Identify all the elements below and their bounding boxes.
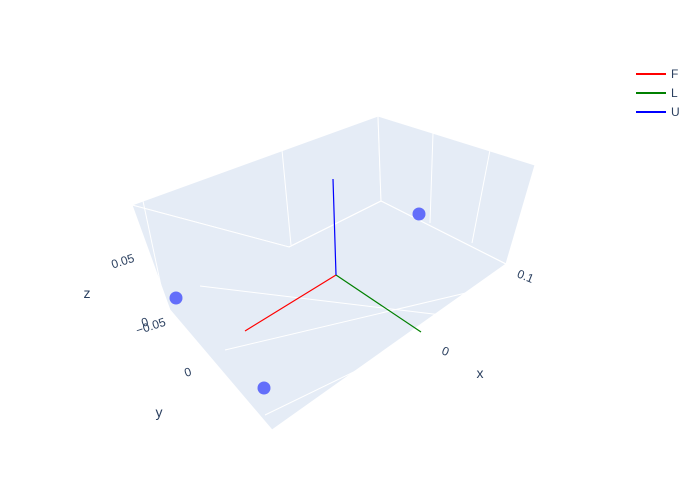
x-tick-label: 0 (440, 344, 452, 360)
y-axis-title: y (156, 404, 163, 420)
z-tick-label: 0.05 (109, 251, 136, 272)
legend-label-l: L (671, 86, 678, 100)
data-point[interactable] (169, 291, 183, 305)
legend[interactable]: F L U (636, 67, 680, 119)
vector-l-line[interactable] (335, 274, 422, 333)
legend-item-l[interactable]: L (636, 86, 678, 100)
legend-label-f: F (671, 67, 678, 81)
x-axis-title: x (477, 365, 484, 381)
data-point[interactable] (257, 381, 271, 395)
legend-item-u[interactable]: U (636, 105, 680, 119)
z-axis-title: z (84, 285, 91, 301)
vector-f-line[interactable] (244, 274, 337, 332)
legend-label-u: U (671, 105, 680, 119)
y-tick-label: 0 (182, 364, 193, 379)
data-point[interactable] (412, 207, 426, 221)
z-tick-label: 0 (139, 314, 150, 329)
grid-lines (142, 132, 507, 416)
vector-u-line[interactable] (332, 178, 337, 276)
legend-item-f[interactable]: F (636, 67, 678, 81)
x-tick-label: 0.1 (515, 267, 536, 286)
